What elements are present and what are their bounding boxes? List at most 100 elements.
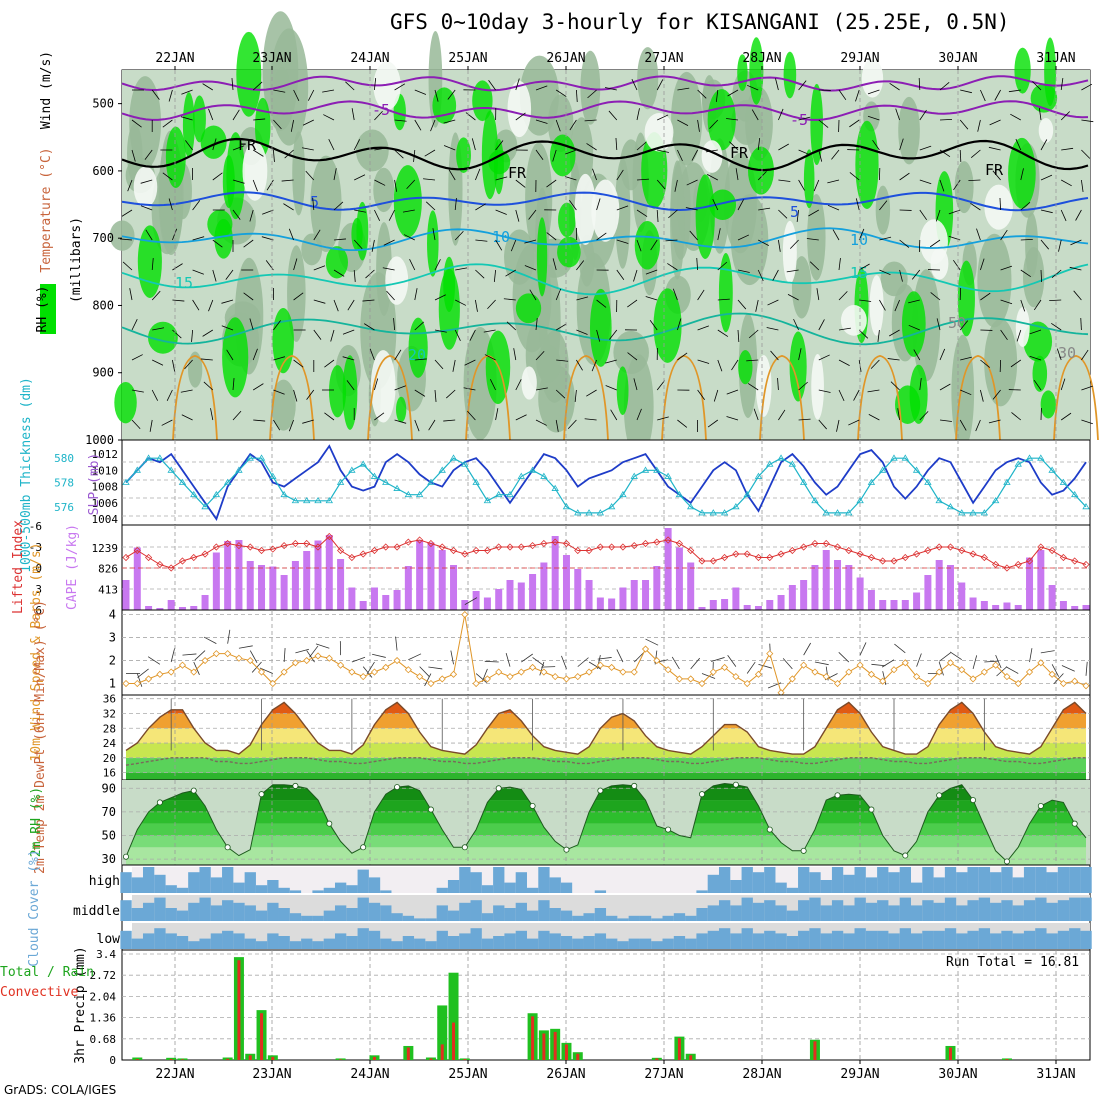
cape-bar — [856, 577, 864, 610]
warm-contour — [1053, 354, 1099, 441]
cloud-bar-middle — [176, 910, 189, 921]
rh-marker — [970, 797, 977, 804]
temperature-contour — [121, 263, 1089, 296]
thickness-marker — [1003, 478, 1011, 485]
wind-barb — [576, 89, 578, 102]
wind-barb — [351, 108, 355, 121]
precip-conv-bar — [553, 1031, 557, 1060]
wind-speed-marker — [1048, 670, 1056, 678]
rh-tick-label: 70 — [102, 805, 116, 819]
cloud-bar-high — [1035, 867, 1047, 893]
rh-cell-moist — [549, 134, 576, 177]
cape-bar — [201, 595, 209, 610]
cloud-bar-middle — [414, 918, 426, 921]
wind-barb — [908, 299, 920, 304]
cloud-bar-low — [707, 930, 719, 949]
cloud-bar-middle — [809, 897, 821, 921]
wind-barb — [992, 170, 1001, 181]
surface-wind-barb — [147, 656, 161, 665]
top-day-label: 23JAN — [252, 51, 291, 66]
wind-barb — [1081, 419, 1093, 425]
wind-barb — [1060, 378, 1066, 391]
precip-panel: Run Total = 16.81 — [121, 949, 1091, 1061]
cloud-bar-high — [289, 890, 302, 893]
wind-barb — [1040, 174, 1053, 181]
cloud-bar-low — [922, 930, 934, 949]
lifted-marker — [980, 553, 988, 562]
wind-barb — [569, 200, 577, 211]
wind-barb — [838, 291, 848, 301]
lifted-marker — [280, 542, 288, 550]
wind-barb — [758, 239, 769, 246]
cloud-bar-high — [233, 882, 245, 893]
wind-barb — [989, 119, 1001, 126]
cloud-bar-high — [888, 872, 900, 893]
wind-barb — [1000, 299, 1013, 305]
wind-barb — [748, 329, 759, 339]
precip-total-bar — [166, 1057, 177, 1060]
lifted-marker — [1048, 546, 1056, 555]
wind-barb — [717, 261, 728, 271]
wind-barb — [202, 329, 214, 337]
cape-bar — [721, 599, 729, 610]
wind-barb — [555, 89, 567, 97]
wind-barb — [1040, 269, 1043, 283]
wind-barb — [918, 77, 921, 91]
wind-barb — [584, 119, 597, 122]
thickness-marker — [799, 478, 808, 485]
wind-speed-marker — [438, 675, 446, 683]
wind-speed-marker — [867, 670, 875, 678]
rh-cell-dry — [811, 353, 824, 420]
wind-barb — [1060, 209, 1067, 222]
cloud-bar-middle — [142, 902, 155, 921]
wind-speed-marker — [517, 668, 525, 676]
rh2m-panel — [121, 779, 1091, 866]
wind-barb — [677, 352, 688, 361]
cloud-bar-high — [967, 867, 979, 893]
wind-barb — [596, 232, 607, 241]
wind-barb — [1051, 322, 1062, 331]
wind-barb — [1033, 299, 1042, 311]
ytick-label: 600 — [92, 164, 114, 178]
precip-total-bar — [132, 1057, 143, 1060]
wind-speed-marker — [585, 668, 593, 676]
wind-barb — [778, 108, 784, 121]
rh-cell-moist — [1040, 390, 1056, 419]
cape-bar — [664, 528, 672, 610]
cloud-bar-high — [741, 867, 753, 893]
slp-panel-frame — [121, 439, 1091, 526]
surface-wind-barb — [419, 666, 430, 677]
thickness-marker — [856, 496, 864, 504]
rh-marker — [631, 782, 638, 789]
thickness-marker — [280, 490, 288, 498]
wind-barb — [283, 203, 294, 211]
wind-barb — [596, 299, 607, 308]
rh-cell-mid — [271, 379, 296, 431]
wind-barb — [414, 89, 427, 95]
thickness-marker — [619, 490, 627, 498]
wind-barb — [778, 143, 789, 151]
thickness-marker — [811, 496, 819, 504]
wind-barb — [836, 419, 840, 432]
wind-barb — [576, 329, 588, 335]
rh-marker — [1071, 820, 1078, 827]
cloud-bar-high — [933, 877, 945, 893]
wind-barb — [616, 169, 624, 181]
wind-barb — [838, 89, 847, 101]
wind-speed-marker — [122, 679, 130, 688]
wind-barb — [586, 389, 597, 397]
thickness-marker — [1082, 503, 1090, 510]
wind-barb — [252, 81, 263, 91]
cloud-bar-middle — [583, 913, 595, 921]
wind-barb — [528, 209, 537, 220]
cloud-bar-middle — [1046, 902, 1058, 921]
wind-barb — [868, 414, 880, 421]
lifted-marker — [506, 543, 514, 551]
lifted-marker — [630, 542, 638, 550]
cloud-bar-low — [967, 930, 979, 949]
thickness-marker — [867, 478, 876, 485]
wind-barb — [827, 179, 840, 184]
lifted-marker — [709, 557, 717, 565]
wind-barb — [555, 323, 567, 331]
thickness-marker — [404, 490, 413, 498]
